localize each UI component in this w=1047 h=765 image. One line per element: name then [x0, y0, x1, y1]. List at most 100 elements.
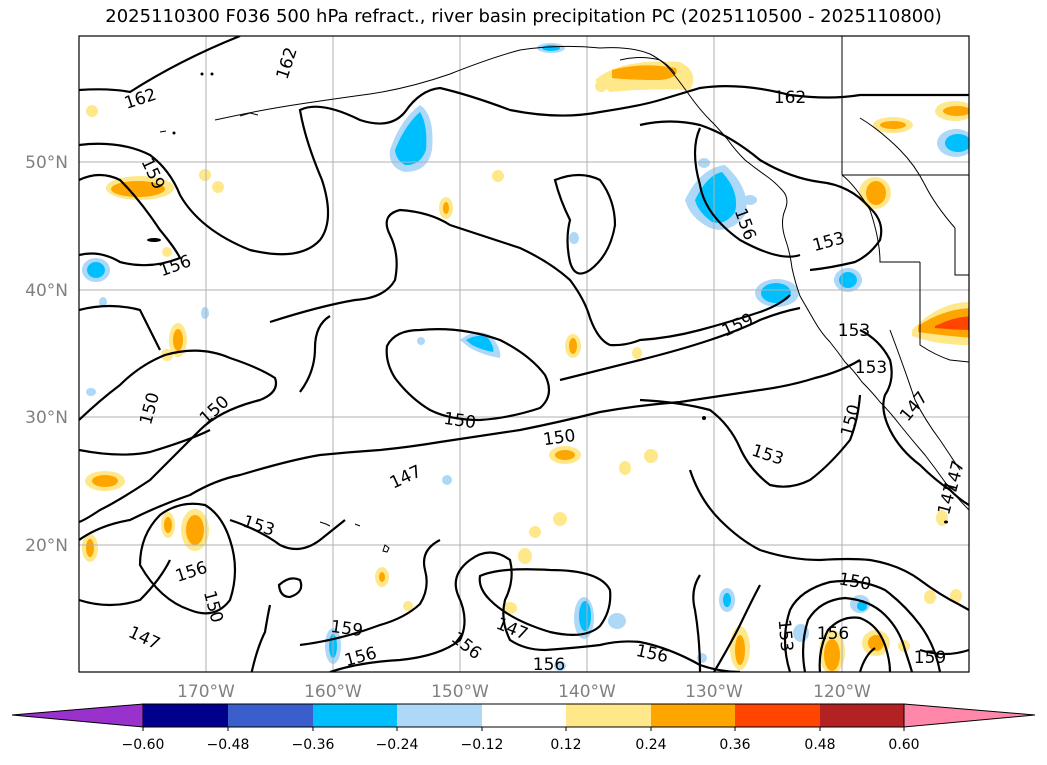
contour-label: 150 [837, 402, 865, 439]
colorbar-segment [651, 704, 735, 727]
precip-shading [82, 43, 969, 672]
negative-anomaly-patch [945, 134, 969, 152]
contour-label: 150 [542, 426, 577, 450]
positive-anomaly-patch [924, 590, 936, 604]
gridlines [79, 36, 969, 672]
coastlines [147, 36, 969, 553]
contour-label: 147 [493, 614, 531, 645]
positive-anomaly-patch [555, 450, 575, 460]
lon-label: 170°W [177, 682, 235, 702]
positive-anomaly-patch [503, 602, 517, 614]
contour-label: 147 [896, 388, 932, 426]
positive-anomaly-patch [595, 80, 607, 92]
positive-anomaly-patch [644, 449, 658, 463]
map-frame [78, 35, 970, 673]
colorbar-tick-label: 0.24 [635, 737, 666, 753]
positive-anomaly-patch [553, 512, 567, 526]
positive-anomaly-patch [824, 639, 840, 671]
contour-label: 162 [122, 85, 159, 114]
contour-label: 153 [855, 358, 887, 378]
contour-label: 162 [774, 88, 806, 108]
negative-anomaly-patch [608, 613, 626, 629]
contour-label: 156 [157, 251, 194, 281]
negative-anomaly-patch [395, 112, 427, 166]
positive-anomaly-patch [162, 247, 172, 257]
colorbar-tick-label: −0.48 [207, 737, 250, 753]
positive-anomaly-patch [492, 170, 504, 182]
negative-anomaly-patch [417, 337, 425, 345]
positive-anomaly-patch [443, 202, 449, 214]
colorbar-segment [11, 703, 144, 728]
negative-anomaly-patch [99, 297, 107, 307]
positive-anomaly-patch [612, 65, 677, 80]
positive-anomaly-patch [92, 475, 118, 487]
colorbar-segment [228, 704, 313, 727]
contour-label: 147 [125, 623, 163, 655]
negative-anomaly-patch [201, 307, 209, 319]
lon-label: 160°W [304, 682, 362, 702]
positive-anomaly-patch [935, 316, 969, 330]
colorbar-frame [142, 703, 905, 728]
contour-label: 150 [196, 392, 233, 429]
positive-anomaly-patch [212, 181, 224, 193]
negative-anomaly-patch [695, 172, 737, 223]
positive-anomaly-patch [943, 106, 969, 116]
contour-label: 156 [634, 641, 670, 667]
negative-anomaly-patch [723, 593, 731, 607]
positive-anomaly-patch [569, 338, 577, 354]
contour-label: 156 [817, 624, 849, 644]
lat-label: 50°N [25, 153, 68, 173]
map-title: 2025110300 F036 500 hPa refract., river … [105, 6, 942, 27]
negative-anomaly-patch [86, 388, 96, 396]
contour-label: 156 [533, 655, 565, 675]
contour-label: 147 [941, 458, 969, 495]
colorbar-segment [397, 704, 482, 727]
lon-label: 120°W [813, 682, 871, 702]
contour-label: 150 [136, 390, 164, 427]
positive-anomaly-patch [186, 515, 204, 545]
colorbar-segment [143, 704, 228, 727]
negative-anomaly-patch [579, 601, 591, 631]
lat-label: 30°N [25, 408, 68, 428]
negative-anomaly-patch [697, 653, 707, 663]
positive-anomaly-patch [164, 517, 172, 533]
positive-anomaly-patch [632, 347, 642, 359]
positive-anomaly-patch [866, 181, 886, 205]
longitude-axis: 170°W 160°W 150°W 140°W 130°W 120°W [177, 682, 871, 702]
negative-anomaly-patch [839, 272, 857, 288]
positive-anomaly-patch [199, 169, 211, 181]
positive-anomaly-patch [86, 105, 98, 117]
negative-anomaly-patch [87, 262, 105, 278]
lon-label: 140°W [558, 682, 616, 702]
colorbar-tick-label: 0.12 [550, 737, 581, 753]
map-plot-area [79, 36, 969, 672]
island-specks [147, 72, 948, 524]
colorbar-tick-label: 0.48 [804, 737, 835, 753]
positive-anomaly-patch [529, 526, 541, 538]
colorbar-tick-label: −0.12 [461, 737, 504, 753]
positive-anomaly-patch [619, 461, 631, 475]
colorbar-segment [903, 703, 1036, 728]
colorbar-segment [482, 704, 566, 727]
contour-label: 156 [447, 628, 485, 664]
colorbar-tick-label: 0.36 [719, 737, 750, 753]
colorbar-segment [566, 704, 651, 727]
positive-anomaly-patch [735, 635, 745, 665]
contour-label: 156 [342, 643, 379, 671]
negative-anomaly-patch [466, 335, 494, 352]
positive-anomaly-patch [403, 601, 413, 611]
contour-label: 162 [273, 45, 302, 82]
positive-anomaly-patch [518, 548, 532, 564]
colorbar-tick-label: −0.60 [122, 737, 165, 753]
colorbar-tick-label: −0.36 [292, 737, 335, 753]
contour-label: 153 [838, 321, 870, 341]
colorbar-tick-label: −0.24 [376, 737, 419, 753]
latitude-axis: 50°N 40°N 30°N 20°N [25, 153, 68, 556]
lon-label: 130°W [685, 682, 743, 702]
contour-label: 156 [173, 558, 210, 587]
negative-anomaly-patch [569, 232, 579, 244]
contour-label: 153 [810, 228, 847, 256]
lon-label: 150°W [431, 682, 489, 702]
negative-anomaly-patch [698, 158, 710, 168]
contour-label: 150 [442, 409, 477, 433]
